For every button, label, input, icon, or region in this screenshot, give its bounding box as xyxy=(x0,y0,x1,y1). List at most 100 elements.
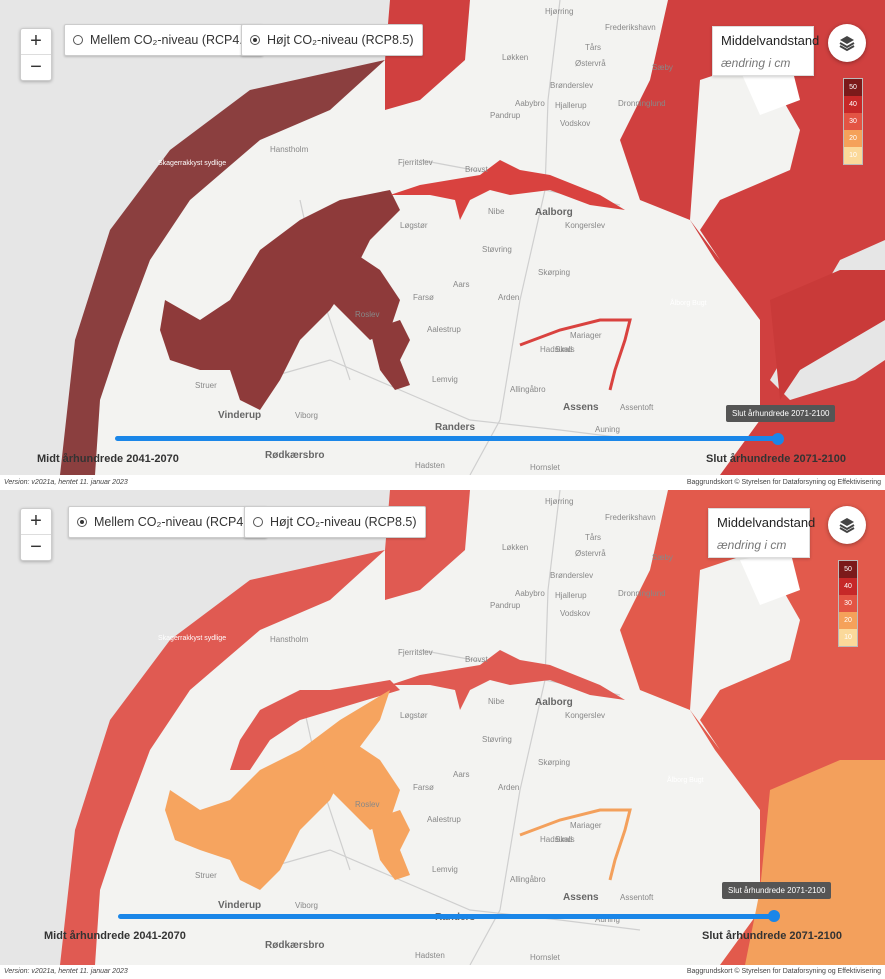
version-text: Version: v2021a, hentet 11. januar 2023 xyxy=(4,479,128,486)
zoom-control: + − xyxy=(20,508,52,561)
svg-text:Østervrå: Østervrå xyxy=(575,59,606,68)
svg-text:Tårs: Tårs xyxy=(585,43,601,52)
zoom-out-button[interactable]: − xyxy=(21,534,51,560)
svg-text:Skals: Skals xyxy=(555,345,575,354)
mariager-fjord xyxy=(519,808,632,881)
svg-text:Randers: Randers xyxy=(435,422,475,433)
time-slider-track[interactable] xyxy=(115,436,780,441)
scenario-rcp45-option[interactable]: Mellem CO₂-niveau (RCP4.5) xyxy=(64,24,263,56)
svg-text:Assens: Assens xyxy=(563,402,599,413)
svg-text:Rødkærsbro: Rødkærsbro xyxy=(265,940,324,951)
svg-text:Brønderslev: Brønderslev xyxy=(550,571,593,580)
svg-text:Vodskov: Vodskov xyxy=(560,119,590,128)
svg-text:Støvring: Støvring xyxy=(482,735,512,744)
svg-text:Mariager: Mariager xyxy=(570,331,602,340)
map-panel-rcp45[interactable]: Hjørring Frederikshavn Tårs Løkken Øster… xyxy=(0,490,885,965)
svg-text:Dronninglund: Dronninglund xyxy=(618,589,666,598)
radio-icon xyxy=(253,517,263,527)
svg-text:Kongerslev: Kongerslev xyxy=(565,711,605,720)
svg-text:Farsø: Farsø xyxy=(413,783,434,792)
slider-label-mid: Midt århundrede 2041-2070 xyxy=(44,930,186,942)
scenario-rcp45-option[interactable]: Mellem CO₂-niveau (RCP4.5) xyxy=(68,506,267,538)
svg-text:Støvring: Støvring xyxy=(482,245,512,254)
svg-text:Sæby: Sæby xyxy=(652,63,673,72)
footer-top: Version: v2021a, hentet 11. januar 2023 … xyxy=(0,477,885,489)
svg-text:Struer: Struer xyxy=(195,871,217,880)
svg-text:Auning: Auning xyxy=(595,915,620,924)
time-slider-handle[interactable] xyxy=(772,433,784,445)
svg-text:Aars: Aars xyxy=(453,280,469,289)
zoom-control: + − xyxy=(20,28,52,81)
svg-text:Hjallerup: Hjallerup xyxy=(555,101,587,110)
zoom-in-button[interactable]: + xyxy=(30,30,42,52)
svg-text:Vinderup: Vinderup xyxy=(218,410,261,421)
legend-title-box: Middelvandstand ændring i cm xyxy=(712,26,819,76)
svg-text:Pandrup: Pandrup xyxy=(490,111,521,120)
svg-text:Løkken: Løkken xyxy=(502,543,528,552)
svg-text:Viborg: Viborg xyxy=(295,411,318,420)
layers-button[interactable] xyxy=(828,24,866,62)
svg-text:Farsø: Farsø xyxy=(413,293,434,302)
layers-button[interactable] xyxy=(828,506,866,544)
sea-label-skagerrak: Skagerrakkyst sydlige xyxy=(158,160,226,167)
sea-label-aalborg-bugt: Ålborg Bugt xyxy=(670,298,707,307)
svg-text:Assentoft: Assentoft xyxy=(620,403,654,412)
zoom-in-button[interactable]: + xyxy=(30,510,42,532)
svg-text:Aalestrup: Aalestrup xyxy=(427,815,461,824)
svg-text:Rødkærsbro: Rødkærsbro xyxy=(265,450,324,461)
zoom-out-button[interactable]: − xyxy=(21,54,51,80)
svg-text:Brønderslev: Brønderslev xyxy=(550,81,593,90)
footer-bottom: Version: v2021a, hentet 11. januar 2023 … xyxy=(0,966,885,978)
svg-text:Nibe: Nibe xyxy=(488,207,505,216)
scenario-rcp85-option[interactable]: Højt CO₂-niveau (RCP8.5) xyxy=(244,506,426,538)
svg-text:Lemvig: Lemvig xyxy=(432,865,458,874)
svg-text:Hornslet: Hornslet xyxy=(530,463,561,472)
svg-text:Tårs: Tårs xyxy=(585,533,601,542)
fjord-inlet xyxy=(390,160,625,220)
svg-text:Roslev: Roslev xyxy=(355,310,379,319)
radio-selected-icon xyxy=(77,517,87,527)
time-slider-track[interactable] xyxy=(118,914,776,919)
svg-text:Hjørring: Hjørring xyxy=(545,497,573,506)
town-labels: Hjørring Frederikshavn Tårs Løkken Øster… xyxy=(195,7,673,472)
sea-label-aalborg-bugt: Ålborg Bugt xyxy=(667,775,704,784)
svg-text:Hjallerup: Hjallerup xyxy=(555,591,587,600)
svg-text:Aalborg: Aalborg xyxy=(535,207,573,218)
slider-label-end: Slut århundrede 2071-2100 xyxy=(702,930,843,942)
svg-text:Hanstholm: Hanstholm xyxy=(270,635,309,644)
slider-tooltip: Slut århundrede 2071-2100 xyxy=(726,405,836,422)
sea-zone-skagerrak xyxy=(60,550,385,965)
slider-label-mid: Midt århundrede 2041-2070 xyxy=(37,453,179,465)
svg-text:Kongerslev: Kongerslev xyxy=(565,221,605,230)
svg-text:Pandrup: Pandrup xyxy=(490,601,521,610)
svg-text:Brovst: Brovst xyxy=(465,655,488,664)
svg-text:Løgstør: Løgstør xyxy=(400,711,428,720)
mariager-fjord xyxy=(519,318,632,391)
fjord-inlet xyxy=(390,650,625,710)
svg-text:Aars: Aars xyxy=(453,770,469,779)
svg-text:Hjørring: Hjørring xyxy=(545,7,573,16)
time-slider-handle[interactable] xyxy=(768,910,780,922)
fjord-flood-area xyxy=(165,690,410,890)
svg-text:Aabybro: Aabybro xyxy=(515,99,545,108)
svg-text:Skørping: Skørping xyxy=(538,758,570,767)
map-panel-rcp85[interactable]: Hjørring Frederikshavn Tårs Løkken Øster… xyxy=(0,0,885,475)
radio-icon xyxy=(73,35,83,45)
svg-text:Hanstholm: Hanstholm xyxy=(270,145,309,154)
layers-icon xyxy=(839,36,855,52)
sea-zone-skagerrak xyxy=(60,60,385,475)
svg-text:Fjerritslev: Fjerritslev xyxy=(398,158,433,167)
scenario-rcp85-option[interactable]: Højt CO₂-niveau (RCP8.5) xyxy=(241,24,423,56)
svg-text:Allingåbro: Allingåbro xyxy=(510,385,546,394)
svg-text:Vodskov: Vodskov xyxy=(560,609,590,618)
svg-text:Viborg: Viborg xyxy=(295,901,318,910)
credit-text: Baggrundskort © Styrelsen for Dataforsyn… xyxy=(686,479,881,486)
svg-text:Dronninglund: Dronninglund xyxy=(618,99,666,108)
sea-label-skagerrak: Skagerrakkyst sydlige xyxy=(158,635,226,642)
svg-text:Nibe: Nibe xyxy=(488,697,505,706)
svg-text:Frederikshavn: Frederikshavn xyxy=(605,23,656,32)
svg-text:Hornslet: Hornslet xyxy=(530,953,561,962)
svg-text:Lemvig: Lemvig xyxy=(432,375,458,384)
svg-text:Aalestrup: Aalestrup xyxy=(427,325,461,334)
version-text: Version: v2021a, hentet 11. januar 2023 xyxy=(4,968,128,975)
